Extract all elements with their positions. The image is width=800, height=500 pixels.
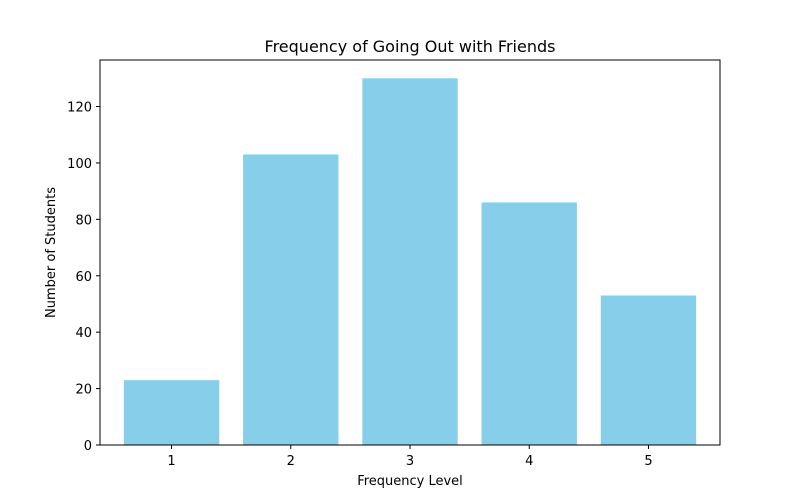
y-axis-label: Number of Students [44, 187, 59, 318]
bars-group [123, 78, 697, 445]
x-tick-label-2: 2 [287, 454, 295, 469]
bar-1 [123, 380, 220, 445]
y-tick-label-80: 80 [75, 213, 92, 228]
bar-3 [362, 78, 458, 445]
x-tick-label-3: 3 [406, 454, 414, 469]
y-tick-label-20: 20 [75, 383, 92, 398]
y-tick-label-120: 120 [67, 101, 92, 116]
y-axis-ticks: 0 20 40 60 80 100 120 [67, 101, 100, 454]
plot-frame [99, 59, 721, 446]
chart-title: Frequency of Going Out with Friends [265, 37, 556, 56]
x-axis-ticks: 1 2 3 4 5 [167, 445, 653, 469]
y-tick-label-0: 0 [84, 439, 92, 454]
bar-2 [243, 154, 339, 445]
y-tick-label-60: 60 [75, 270, 92, 285]
x-tick-label-4: 4 [525, 454, 533, 469]
x-tick-label-1: 1 [167, 454, 175, 469]
x-axis-label: Frequency Level [357, 474, 463, 489]
x-tick-label-5: 5 [644, 454, 652, 469]
bar-4 [481, 202, 577, 445]
y-tick-label-100: 100 [67, 157, 92, 172]
y-tick-label-40: 40 [75, 326, 92, 341]
bar-5 [600, 295, 697, 445]
